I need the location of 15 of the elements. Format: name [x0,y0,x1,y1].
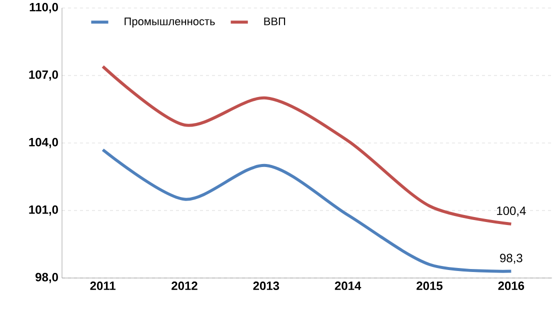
y-tick-label: 110,0 [30,2,58,14]
y-tick-label: 98,0 [36,272,58,284]
x-tick-label: 2015 [416,282,443,290]
x-tick-label: 2013 [253,282,280,290]
legend-label: ВВП [264,18,286,26]
x-tick-label: 2014 [334,282,362,290]
data-label: 98,3 [500,254,522,264]
x-tick-label: 2016 [498,282,524,290]
x-tick-label: 2012 [172,282,198,290]
data-label: 100,4 [497,206,526,216]
y-tick-label: 104,0 [29,138,58,148]
y-tick-label: 101,0 [29,205,58,216]
y-tick-label: 107,0 [29,70,58,81]
x-tick-label: 2011 [90,282,116,290]
legend-label: Промышленность [124,18,215,28]
